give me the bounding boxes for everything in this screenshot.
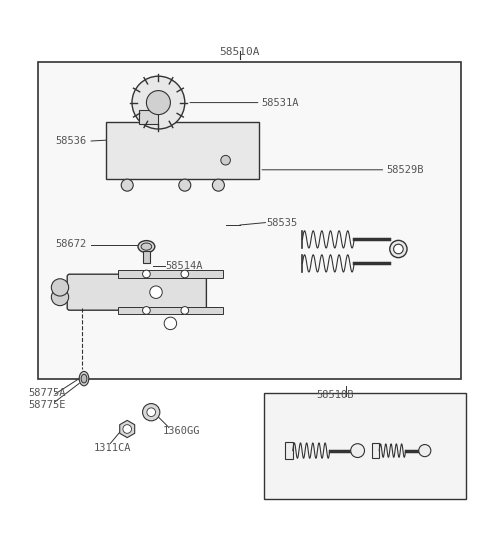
Circle shape xyxy=(143,403,160,421)
Ellipse shape xyxy=(79,371,89,386)
Bar xyxy=(264,393,466,498)
Ellipse shape xyxy=(179,179,191,191)
Ellipse shape xyxy=(138,241,155,253)
Circle shape xyxy=(390,240,407,258)
Text: 58535: 58535 xyxy=(266,218,298,228)
FancyBboxPatch shape xyxy=(67,274,206,310)
Circle shape xyxy=(419,444,431,456)
Circle shape xyxy=(51,279,69,296)
Text: 58672: 58672 xyxy=(55,239,86,249)
Ellipse shape xyxy=(212,179,225,191)
Ellipse shape xyxy=(81,374,87,383)
Bar xyxy=(38,62,461,378)
Circle shape xyxy=(394,244,403,254)
Bar xyxy=(143,251,150,263)
Circle shape xyxy=(181,270,189,278)
Circle shape xyxy=(221,156,230,165)
Text: 58775A: 58775A xyxy=(29,388,66,398)
Text: 1360GG: 1360GG xyxy=(163,426,201,436)
Circle shape xyxy=(146,91,170,115)
Text: 58536: 58536 xyxy=(55,136,86,146)
Circle shape xyxy=(181,307,189,314)
Ellipse shape xyxy=(141,243,152,250)
Circle shape xyxy=(147,408,156,417)
Text: 58775E: 58775E xyxy=(29,400,66,410)
Text: 1311CA: 1311CA xyxy=(94,443,131,453)
Text: 58514A: 58514A xyxy=(166,261,203,271)
Bar xyxy=(118,307,223,314)
Circle shape xyxy=(51,288,69,306)
Circle shape xyxy=(123,425,132,434)
Circle shape xyxy=(143,270,150,278)
Circle shape xyxy=(164,317,177,330)
Circle shape xyxy=(132,76,185,129)
Ellipse shape xyxy=(121,179,133,191)
Bar xyxy=(285,442,293,459)
Bar xyxy=(372,443,379,458)
Text: 58531A: 58531A xyxy=(262,98,299,108)
Circle shape xyxy=(351,444,364,458)
Text: 58529B: 58529B xyxy=(386,165,424,175)
Bar xyxy=(118,270,223,278)
Text: 58510B: 58510B xyxy=(317,390,354,400)
Bar xyxy=(106,122,259,180)
Circle shape xyxy=(150,286,162,299)
Bar xyxy=(139,110,158,124)
Circle shape xyxy=(143,307,150,314)
Text: 58510A: 58510A xyxy=(220,48,260,57)
